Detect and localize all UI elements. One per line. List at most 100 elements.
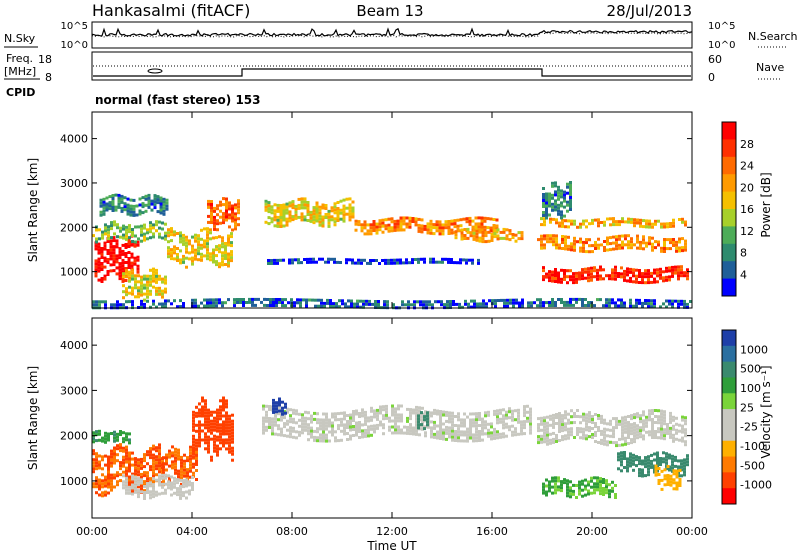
heatmap-cell (342, 210, 346, 214)
heatmap-cell (677, 305, 680, 309)
heatmap-cell (587, 276, 590, 280)
heatmap-cell (361, 411, 364, 415)
heatmap-cell (423, 224, 427, 228)
heatmap-cell (408, 216, 412, 220)
heatmap-cell (475, 427, 478, 431)
heatmap-cell (469, 418, 472, 422)
heatmap-cell (348, 215, 352, 219)
heatmap-cell (417, 226, 421, 230)
power-colorbar-tick: 8 (740, 247, 747, 260)
heatmap-cell (167, 234, 170, 238)
heatmap-cell (219, 221, 222, 225)
heatmap-cell (567, 244, 570, 248)
heatmap-cell (385, 416, 388, 420)
heatmap-cell (155, 490, 158, 494)
heatmap-cell (222, 197, 225, 201)
nsky-trace (91, 27, 693, 37)
heatmap-cell (162, 206, 166, 210)
heatmap-cell (170, 484, 173, 488)
heatmap-cell (155, 223, 158, 227)
heatmap-cell (237, 217, 240, 221)
heatmap-cell (447, 229, 451, 232)
heatmap-cell (176, 487, 179, 491)
heatmap-cell (140, 457, 143, 461)
heatmap-cell (352, 410, 355, 413)
heatmap-cell (294, 207, 298, 211)
heatmap-cell (192, 425, 195, 429)
heatmap-cell (597, 417, 600, 420)
heatmap-cell (349, 416, 352, 420)
heatmap-cell (654, 415, 657, 418)
heatmap-cell (463, 439, 466, 443)
heatmap-cell (651, 421, 654, 424)
heatmap-cell (620, 463, 623, 467)
heatmap-cell (141, 196, 145, 200)
heatmap-cell (629, 452, 632, 456)
heatmap-cell (672, 472, 676, 476)
heatmap-cell (636, 246, 639, 250)
heatmap-cell (666, 483, 670, 486)
heatmap-cell (109, 254, 113, 258)
heatmap-cell (227, 234, 230, 238)
heatmap-cell (450, 222, 454, 226)
heatmap-cell (581, 482, 584, 486)
heatmap-cell (189, 466, 192, 470)
heatmap-cell (615, 423, 618, 427)
velocity-colorbar-swatch (722, 377, 736, 394)
heatmap-cell (307, 423, 310, 427)
heatmap-cell (600, 441, 603, 445)
heatmap-cell (672, 481, 676, 485)
heatmap-cell (116, 226, 119, 230)
heatmap-cell (265, 416, 268, 420)
heatmap-cell (570, 430, 573, 434)
heatmap-cell (319, 433, 322, 437)
heatmap-cell (225, 438, 228, 442)
heatmap-cell (629, 279, 632, 283)
heatmap-cell (99, 204, 103, 208)
heatmap-cell (102, 206, 106, 210)
heatmap-cell (174, 447, 177, 451)
heatmap-cell (618, 422, 621, 426)
heatmap-cell (210, 413, 213, 417)
heatmap-cell (366, 261, 369, 265)
heatmap-cell (629, 270, 632, 274)
nsky-tick-top: 10^5 (61, 21, 88, 32)
heatmap-cell (146, 280, 149, 284)
heatmap-cell (268, 405, 271, 408)
heatmap-cell (137, 485, 140, 489)
heatmap-cell (587, 492, 590, 496)
velocity-colorbar-tick: 100 (740, 382, 761, 395)
heatmap-cell (309, 213, 313, 217)
heatmap-cell (572, 275, 575, 279)
heatmap-cell (234, 203, 237, 207)
heatmap-cell (391, 410, 394, 414)
heatmap-cell (378, 222, 382, 226)
heatmap-cell (638, 298, 641, 302)
heatmap-cell (195, 444, 198, 448)
heatmap-cell (588, 435, 591, 439)
heatmap-cell (132, 207, 136, 211)
heatmap-cell (382, 426, 385, 430)
heatmap-cell (526, 416, 529, 420)
heatmap-cell (526, 419, 529, 423)
heatmap-cell (140, 460, 143, 464)
heatmap-cell (596, 479, 599, 483)
heatmap-cell (113, 473, 116, 477)
heatmap-cell (590, 269, 593, 273)
heatmap-cell (228, 444, 231, 448)
heatmap-cell (189, 454, 192, 458)
heatmap-cell (118, 265, 122, 269)
heatmap-cell (419, 300, 422, 304)
heatmap-cell (204, 414, 207, 418)
heatmap-cell (182, 260, 185, 264)
heatmap-cell (543, 237, 546, 241)
heatmap-cell (292, 411, 295, 415)
heatmap-cell (477, 258, 480, 262)
heatmap-cell (684, 428, 687, 432)
heatmap-cell (322, 421, 325, 425)
heatmap-cell (423, 415, 426, 419)
heatmap-cell (107, 231, 110, 235)
heatmap-cell (426, 420, 429, 424)
heatmap-cell (493, 433, 496, 437)
heatmap-cell (146, 471, 149, 475)
